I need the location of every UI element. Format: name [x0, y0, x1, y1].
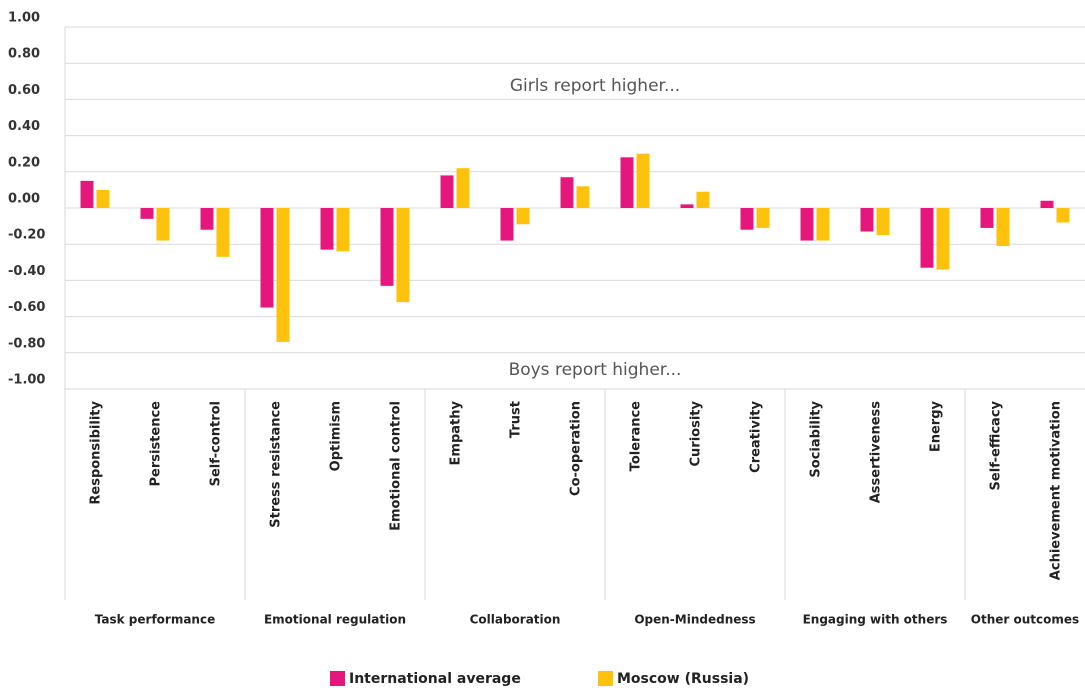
x-tick-label: Achievement motivation — [1049, 401, 1064, 580]
x-tick-label: Sociability — [809, 400, 824, 477]
legend-swatch — [598, 671, 613, 686]
bar — [396, 208, 410, 303]
group-label: Open-Mindedness — [634, 613, 755, 627]
x-tick-label: Emotional control — [389, 401, 404, 531]
bar — [680, 204, 694, 208]
bar — [200, 208, 214, 230]
bar — [456, 168, 470, 208]
x-tick-label: Self-control — [209, 401, 224, 486]
y-tick-label: -0.20 — [8, 228, 45, 243]
legend-swatch — [330, 671, 345, 686]
bar — [876, 208, 890, 236]
y-tick-label: 1.00 — [8, 11, 40, 26]
bar — [636, 153, 650, 208]
bar — [576, 186, 590, 208]
y-tick-label: -0.40 — [8, 264, 45, 279]
bar — [620, 157, 634, 208]
bar — [440, 175, 454, 208]
bar — [936, 208, 950, 270]
x-tick-label: Trust — [509, 401, 524, 438]
y-tick-label: 0.00 — [8, 192, 40, 207]
y-tick-label: -1.00 — [8, 373, 45, 388]
bar — [1040, 200, 1054, 208]
legend-label: Moscow (Russia) — [617, 671, 749, 687]
y-tick-label: 0.40 — [8, 119, 40, 134]
bar — [500, 208, 514, 241]
bar — [740, 208, 754, 230]
annotation: Boys report higher... — [509, 360, 682, 380]
x-tick-label: Stress resistance — [269, 401, 284, 528]
bar — [156, 208, 170, 241]
bar — [336, 208, 350, 252]
x-tick-label: Responsibility — [89, 400, 104, 504]
x-tick-label: Co-operation — [569, 401, 584, 496]
y-tick-label: 0.20 — [8, 155, 40, 170]
bar — [800, 208, 814, 241]
y-tick-label: 0.80 — [8, 47, 40, 62]
bar — [816, 208, 830, 241]
bar — [320, 208, 334, 250]
group-label: Other outcomes — [971, 613, 1079, 627]
annotation: Girls report higher... — [510, 76, 680, 96]
bar — [516, 208, 530, 225]
bar — [96, 189, 110, 208]
x-tick-label: Tolerance — [629, 401, 644, 471]
group-label: Collaboration — [470, 613, 561, 627]
group-label: Emotional regulation — [264, 613, 406, 627]
bar — [696, 191, 710, 208]
x-tick-label: Persistence — [149, 401, 164, 487]
bar — [380, 208, 394, 286]
group-label: Task performance — [95, 613, 215, 627]
y-tick-label: -0.80 — [8, 336, 45, 351]
bar — [1056, 208, 1070, 223]
legend-label: International average — [349, 671, 521, 687]
bar — [560, 177, 574, 208]
x-tick-label: Assertiveness — [869, 401, 884, 504]
bar — [276, 208, 290, 342]
group-label: Engaging with others — [803, 613, 948, 627]
bar — [216, 208, 230, 257]
bar — [140, 208, 154, 219]
bar — [756, 208, 770, 228]
x-tick-label: Curiosity — [689, 400, 704, 466]
x-tick-label: Energy — [929, 400, 944, 452]
y-tick-label: -0.60 — [8, 300, 45, 315]
bar — [996, 208, 1010, 247]
bar — [260, 208, 274, 308]
x-tick-label: Empathy — [449, 400, 464, 465]
bar — [860, 208, 874, 232]
x-tick-label: Creativity — [749, 400, 764, 472]
y-tick-label: 0.60 — [8, 83, 40, 98]
x-tick-label: Optimism — [329, 401, 344, 471]
bar — [80, 180, 94, 208]
bar — [980, 208, 994, 228]
x-tick-label: Self-efficacy — [989, 400, 1004, 490]
bar — [920, 208, 934, 268]
